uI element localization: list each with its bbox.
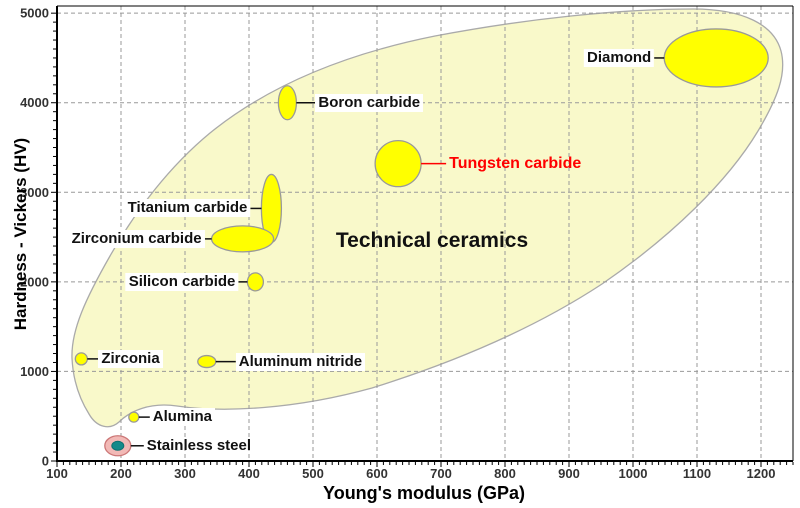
tungsten-carbide-ellipse: [374, 139, 422, 188]
x-tick-label-900: 900: [558, 466, 580, 481]
region-label-technical-ceramics: Technical ceramics: [335, 228, 529, 252]
material-label-titanium-carbide: Titanium carbide: [124, 199, 251, 218]
x-tick-label-100: 100: [46, 466, 68, 481]
y-tick-label-4000: 4000: [20, 95, 49, 110]
zirconia-ellipse: [74, 352, 88, 366]
x-tick-label-400: 400: [238, 466, 260, 481]
x-tick-label-500: 500: [302, 466, 324, 481]
y-tick-label-0: 0: [42, 454, 49, 469]
y-tick-label-2000: 2000: [20, 274, 49, 289]
material-label-stainless-steel: Stainless steel: [146, 436, 252, 454]
material-label-zirconium-carbide: Zirconium carbide: [68, 229, 205, 248]
x-tick-label-200: 200: [110, 466, 132, 481]
material-ellipses: [74, 28, 769, 457]
alumina-ellipse: [128, 411, 140, 423]
x-tick-label-1200: 1200: [747, 466, 776, 481]
axis-ticks: [51, 12, 794, 467]
tick-labels: 100 200 300 400 500 600 700 800 900 1000 1100 1200 0…: [20, 6, 775, 481]
technical-ceramics-envelope: [71, 8, 784, 428]
x-tick-label-1100: 1100: [683, 466, 711, 481]
x-tick-label-700: 700: [430, 466, 452, 481]
y-tick-label-5000: 5000: [20, 6, 49, 21]
x-tick-label-600: 600: [366, 466, 388, 481]
boron-carbide-ellipse: [277, 85, 298, 121]
material-label-alumina: Alumina: [149, 408, 215, 427]
y-tick-label-3000: 3000: [20, 185, 49, 200]
x-tick-label-300: 300: [174, 466, 196, 481]
y-axis-title: Hardness - Vickers (HV): [11, 137, 30, 331]
aluminum-nitride-ellipse: [197, 354, 217, 369]
x-tick-label-1000: 1000: [619, 466, 648, 481]
x-tick-label-800: 800: [494, 466, 516, 481]
material-label-aluminum-nitride: Aluminum nitride: [235, 352, 366, 371]
material-label-diamond: Diamond: [584, 48, 655, 67]
silicon-carbide-ellipse: [246, 272, 265, 292]
diamond-ellipse: [663, 28, 769, 88]
zirconium-carbide-ellipse: [210, 225, 275, 253]
material-label-tungsten-carbide: Tungsten carbide: [449, 154, 582, 172]
x-axis-title: Young's modulus (GPa): [323, 483, 525, 503]
y-tick-label-1000: 1000: [20, 364, 49, 379]
gridlines: [57, 6, 793, 461]
material-label-boron-carbide: Boron carbide: [315, 93, 424, 112]
stainless-steel-inner-ellipse: [111, 440, 125, 451]
material-label-zirconia: Zirconia: [98, 349, 163, 368]
material-label-silicon-carbide: Silicon carbide: [125, 272, 239, 291]
